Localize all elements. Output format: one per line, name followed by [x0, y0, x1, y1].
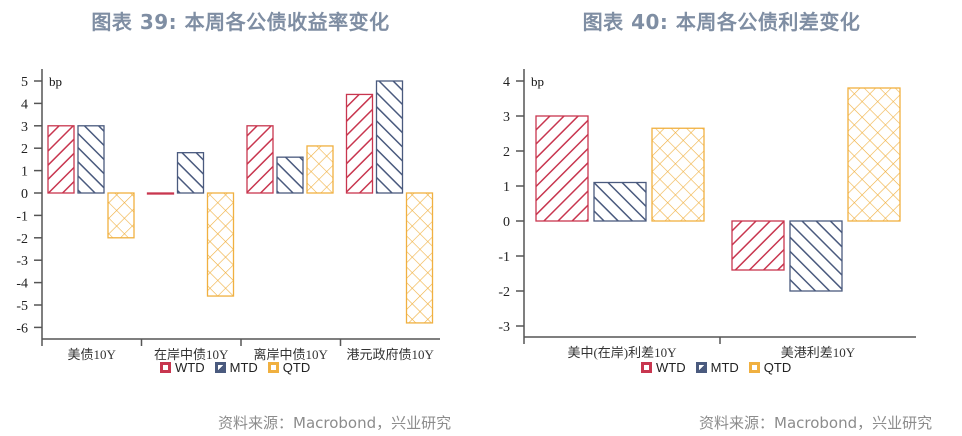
x-category-label: 美债10Y [68, 347, 117, 362]
bar-wtd [246, 125, 274, 194]
chart-title: 图表 39: 本周各公债收益率变化 [91, 10, 390, 34]
y-tick-label: 3 [503, 110, 510, 125]
legend-swatch-icon [160, 362, 171, 373]
y-tick-label: 0 [503, 215, 510, 230]
bar-mtd [276, 156, 304, 194]
y-tick-label: 4 [21, 97, 28, 112]
bar-mtd [375, 80, 404, 194]
bar-wtd [535, 115, 589, 222]
y-tick-label: -6 [16, 321, 28, 336]
x-category-label: 在岸中债10Y [154, 347, 229, 362]
y-tick-label: 4 [503, 75, 510, 90]
legend-item-qtd: QTD [748, 360, 792, 375]
y-tick-label: 1 [503, 180, 510, 195]
y-tick-label: 2 [21, 142, 28, 157]
bar-qtd [651, 127, 705, 222]
unit-label: bp [49, 74, 62, 89]
spread-change-chart: 4 3 2 1 0 -1 -2 -3 bp 美中(在岸)利差10Y 美港利差10Y [498, 69, 916, 360]
x-category-label: 美中(在岸)利差10Y [567, 345, 677, 360]
bar-qtd [405, 192, 434, 324]
legend-item-wtd: WTD [160, 360, 205, 375]
bar-qtd [206, 192, 235, 297]
legend-item-qtd: QTD [267, 360, 311, 375]
source-note: 资料来源：Macrobond，兴业研究 [699, 414, 933, 432]
y-tick-label: -2 [16, 232, 28, 247]
legend-label: MTD [229, 360, 258, 375]
y-tick-label: -5 [16, 299, 28, 314]
legend-label: QTD [282, 360, 311, 375]
bar-mtd [176, 152, 205, 194]
y-tick-label: -1 [16, 209, 28, 224]
bar-qtd [306, 145, 334, 194]
bar-qtd [107, 192, 135, 239]
legend-label: QTD [763, 360, 792, 375]
legend-swatch-icon [267, 362, 279, 373]
bar-mtd [593, 181, 647, 222]
legend-swatch-icon [695, 362, 707, 373]
chart-title: 图表 40: 本周各公债利差变化 [582, 10, 861, 34]
y-tick-label: -1 [498, 250, 510, 265]
legend-swatch-icon [214, 362, 226, 373]
bar-wtd [345, 93, 374, 194]
chart-legend: WTD MTD QTD [641, 360, 791, 375]
legend-item-wtd: WTD [641, 360, 686, 375]
source-note: 资料来源：Macrobond，兴业研究 [218, 414, 452, 432]
y-tick-label: -4 [16, 277, 28, 292]
yield-change-chart: 5 4 3 2 1 0 -1 -2 -3 -4 -5 -6 bp 美债10Y 在岸中债10Y 离岸中债10Y 港… [16, 69, 440, 362]
yield-change-panel: 图表 39: 本周各公债收益率变化 5 4 3 2 1 0 -1 -2 -3 -4 -5 -6 bp 美债… [16, 10, 452, 432]
bar-qtd [847, 87, 901, 222]
bar-mtd [789, 220, 843, 292]
y-tick-label: 3 [21, 120, 28, 135]
y-tick-label: -2 [498, 285, 510, 300]
y-tick-label: -3 [498, 320, 510, 335]
bar-wtd [146, 192, 175, 195]
y-tick-label: 1 [21, 165, 28, 180]
legend-label: WTD [175, 360, 205, 375]
legend-label: WTD [656, 360, 686, 375]
y-tick-label: 2 [503, 145, 510, 160]
spread-change-panel: 图表 40: 本周各公债利差变化 4 3 2 1 0 -1 -2 -3 bp 美中(在岸)利差10… [481, 0, 962, 436]
unit-label: bp [531, 74, 544, 89]
bar-mtd [77, 125, 105, 194]
x-category-label: 离岸中债10Y [254, 347, 329, 362]
x-category-label: 美港利差10Y [781, 345, 856, 360]
x-category-label: 港元政府债10Y [347, 347, 435, 362]
bar-wtd [47, 125, 75, 194]
y-tick-label: 0 [21, 187, 28, 202]
legend-item-mtd: MTD [695, 360, 739, 375]
legend-label: MTD [710, 360, 739, 375]
legend-swatch-icon [748, 362, 760, 373]
chart-legend: WTD MTD QTD [160, 360, 310, 375]
y-tick-label: 5 [21, 75, 28, 90]
y-tick-label: -3 [16, 254, 28, 269]
legend-item-mtd: MTD [214, 360, 258, 375]
legend-swatch-icon [641, 362, 652, 373]
bar-wtd [731, 220, 785, 271]
